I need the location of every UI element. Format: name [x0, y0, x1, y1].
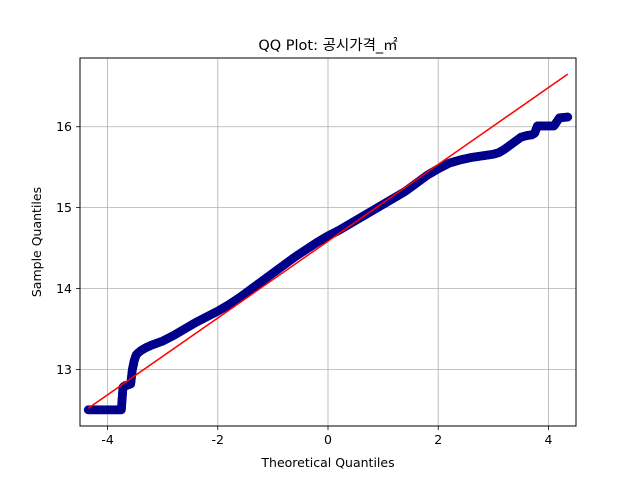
- x-tick-label: -4: [101, 432, 114, 447]
- reference-line: [87, 73, 569, 409]
- y-axis-label: Sample Quantiles: [29, 187, 44, 297]
- reference-line-group: [87, 73, 569, 409]
- y-tick-label: 16: [56, 119, 72, 134]
- y-tick-label: 15: [56, 200, 72, 215]
- sample-points: [83, 112, 573, 415]
- x-tick-label: -2: [212, 432, 224, 447]
- x-tick-label: 4: [544, 432, 552, 447]
- y-tick-label: 14: [56, 281, 72, 296]
- y-tick-label: 13: [56, 362, 72, 377]
- x-axis-label: Theoretical Quantiles: [260, 455, 394, 470]
- x-tick-label: 2: [434, 432, 442, 447]
- data-point: [563, 112, 572, 122]
- chart-title: QQ Plot: 공시가격_㎡: [258, 37, 398, 54]
- axis-ticks: -4 -2 0 2 4 13 14 15 16: [56, 119, 552, 447]
- x-tick-label: 0: [324, 432, 332, 447]
